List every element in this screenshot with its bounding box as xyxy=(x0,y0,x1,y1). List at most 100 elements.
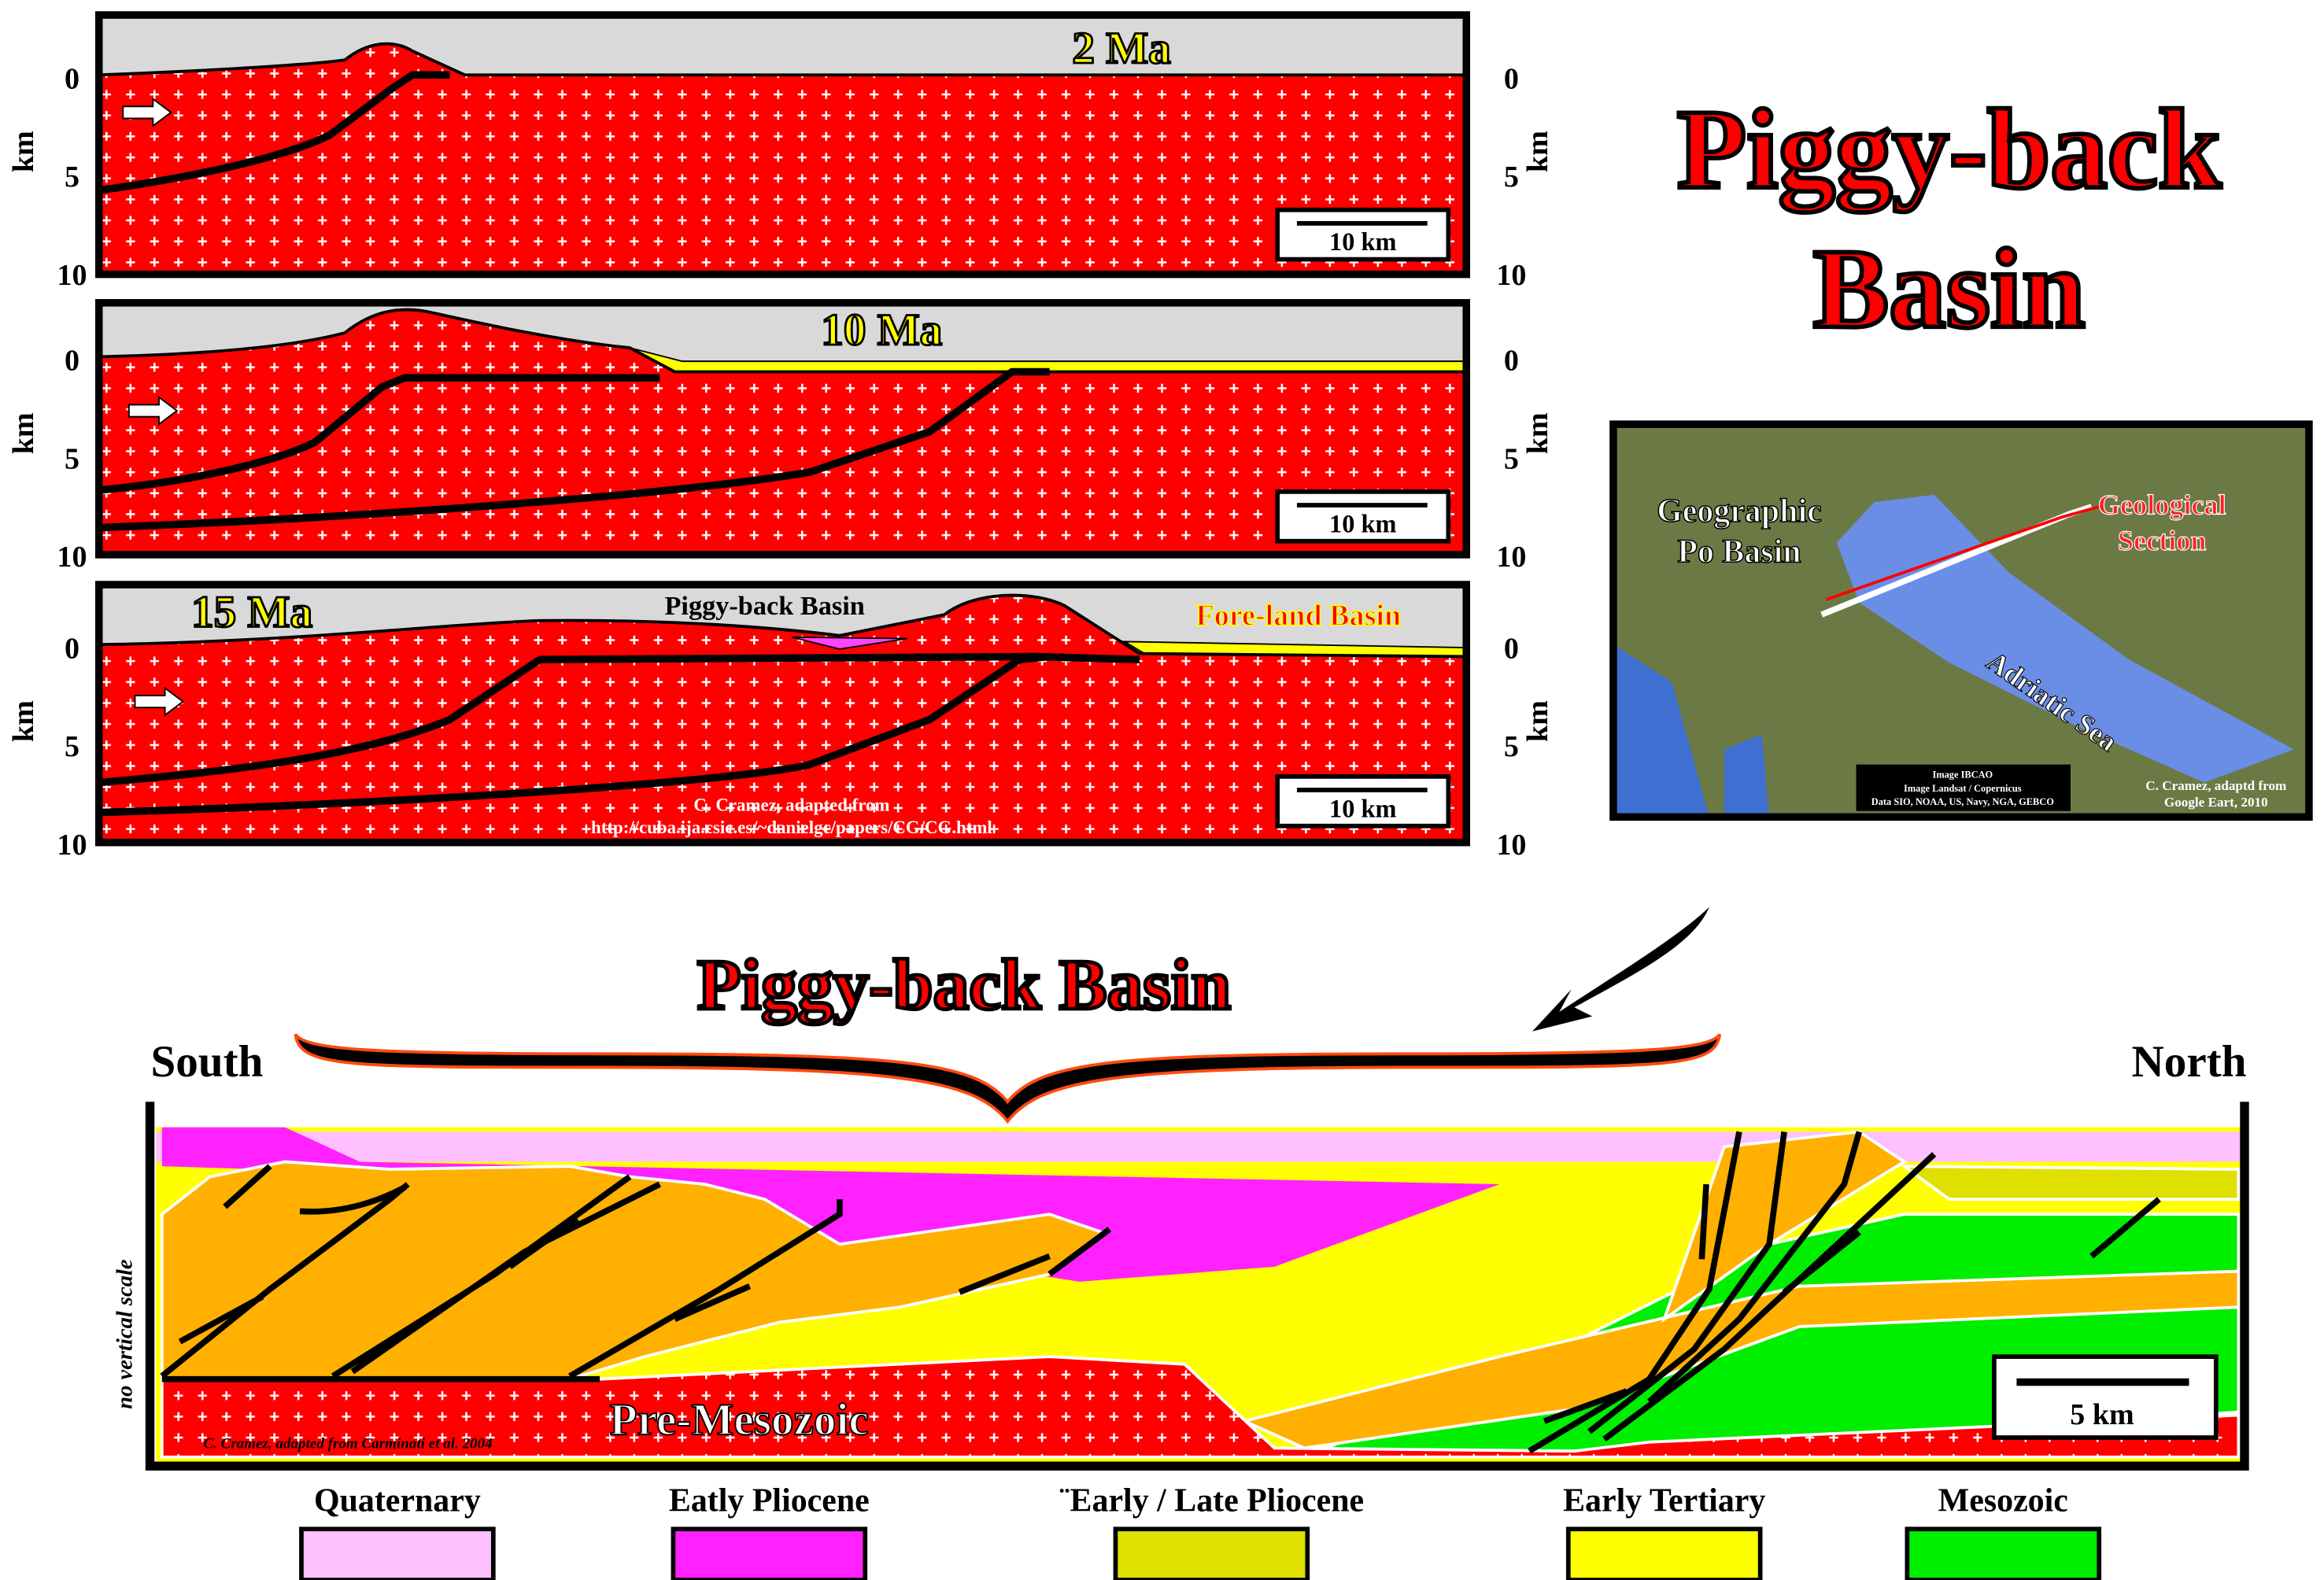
section-title: Piggy-back Basin xyxy=(697,945,1231,1024)
legend-swatch xyxy=(1113,1526,1310,1580)
scale-label: 10 km xyxy=(1329,228,1396,257)
piggyback-fill xyxy=(791,636,907,650)
legend: Quaternary Eatly Pliocene ¨Early / Late Pl… xyxy=(299,1482,2102,1580)
fault xyxy=(1047,1227,1112,1277)
scale-box xyxy=(1275,207,1451,262)
map-label: Po Basin xyxy=(1677,533,1801,570)
arrow xyxy=(122,97,172,127)
faults xyxy=(160,1131,2161,1454)
y-tick-label: 5 xyxy=(1504,161,1519,194)
fault xyxy=(2089,1197,2161,1259)
early-late-pliocene xyxy=(1899,1165,2241,1202)
panel-15ma: Piggy-back Basin Fore-land Basin C. Cram… xyxy=(95,581,1471,847)
legend-swatch xyxy=(299,1526,496,1580)
legend-swatch xyxy=(1905,1526,2102,1580)
axis-label: km xyxy=(7,412,40,454)
tyrrhenian-sea xyxy=(1613,644,1709,818)
axis-label: km xyxy=(7,131,40,172)
legend-swatch xyxy=(1565,1526,1763,1580)
direction-label: North xyxy=(2132,1037,2247,1087)
basin-label: Fore-land Basin xyxy=(1196,599,1402,632)
panel-labels: 0 0 5 5 10 10 km km 2 Ma 10 km 0 0 5 5 10 10 km km 10 Ma 10… xyxy=(7,23,1554,862)
basement xyxy=(97,42,1469,276)
brace xyxy=(294,1033,1722,1124)
map-label: Geographic xyxy=(1657,493,1822,530)
map: Geographic Po Basin Geological Section A… xyxy=(1609,420,2313,821)
title-line: Basin xyxy=(1813,226,2086,352)
map-frame xyxy=(1609,420,2313,821)
basement xyxy=(97,308,1469,556)
scale-box xyxy=(1991,1354,2219,1440)
pointer-arrow xyxy=(1532,906,1709,1032)
direction-label: South xyxy=(150,1037,263,1087)
panel-10ma xyxy=(95,299,1471,559)
y-tick-label: 10 xyxy=(57,541,87,574)
y-tick-label: 10 xyxy=(57,829,87,862)
map-label: Geological xyxy=(2098,489,2226,520)
thrust xyxy=(98,652,1140,787)
credit-box xyxy=(1856,764,2071,811)
basin-label: Piggy-back Basin xyxy=(664,591,864,621)
y-tick-label: 5 xyxy=(1504,442,1519,475)
axis-label: km xyxy=(1521,412,1554,454)
image-credit: Data SIO, NOAA, US, Navy, NGA, GEBCO xyxy=(1871,796,2054,807)
thrust xyxy=(98,367,1050,532)
fault xyxy=(331,1174,661,1379)
arrow xyxy=(127,395,179,426)
age-label: 2 Ma xyxy=(1072,24,1170,73)
scale-label: 10 km xyxy=(1329,510,1396,538)
thrust xyxy=(98,374,660,494)
image-credit: Image IBCAO xyxy=(1933,770,1993,781)
thrust xyxy=(98,652,1051,817)
legend-swatch xyxy=(671,1526,868,1580)
arrow xyxy=(134,686,185,717)
y-tick-label: 0 xyxy=(65,632,79,665)
y-tick-label: 0 xyxy=(1504,62,1519,95)
section-arrow xyxy=(1825,505,2100,601)
section-frame xyxy=(145,1102,2249,1471)
fault xyxy=(568,1199,843,1379)
slip-arrow xyxy=(178,1183,1861,1424)
section-credit: C. Cramez, adapted from Carminati et al.… xyxy=(203,1435,492,1452)
vertical-note: no vertical scale xyxy=(113,1259,138,1409)
y-tick-label: 10 xyxy=(57,259,87,292)
frame xyxy=(95,299,1471,559)
age-label: 15 Ma xyxy=(191,587,312,637)
map-label: Section xyxy=(2118,525,2207,556)
legend-label: Mesozoic xyxy=(1938,1482,2068,1519)
pre-mesozoic xyxy=(160,1355,2241,1459)
basement-label: Pre-Mesozoic xyxy=(610,1395,869,1445)
cross-section: Piggy-back Basin South North Pre-Mesozoi… xyxy=(113,943,2249,1471)
panel-2ma xyxy=(95,11,1471,279)
legend-label: Eatly Pliocene xyxy=(669,1482,870,1519)
early-pliocene xyxy=(161,1127,1500,1282)
main-title: Piggy-back Basin xyxy=(1675,84,2224,354)
thrust-sheet xyxy=(160,1160,1106,1381)
frame xyxy=(95,11,1471,279)
title-line: Piggy-back xyxy=(1677,87,2222,212)
map-credit: C. Cramez, adaptd from xyxy=(2145,778,2286,793)
map-credit: Google Eart, 2010 xyxy=(2164,795,2268,810)
sea xyxy=(1724,734,1770,818)
slip-arrows xyxy=(178,1183,1861,1424)
axis-label: km xyxy=(1521,700,1554,742)
fault xyxy=(223,1164,407,1215)
y-tick-label: 5 xyxy=(65,442,79,475)
y-tick-label: 10 xyxy=(1496,259,1526,292)
age-label: 10 Ma xyxy=(821,305,942,355)
scale-label: 10 km xyxy=(1329,795,1396,823)
y-tick-label: 10 xyxy=(1496,829,1526,862)
y-tick-label: 5 xyxy=(65,730,79,763)
y-tick-label: 0 xyxy=(1504,632,1519,665)
credit: http://cuba.ija.csic.es/~danielgc/papers… xyxy=(591,818,992,837)
legend-label: Early Tertiary xyxy=(1563,1482,1765,1519)
frame xyxy=(95,581,1471,847)
thrust xyxy=(98,71,450,194)
legend-label: Quaternary xyxy=(314,1482,481,1519)
y-tick-label: 10 xyxy=(1496,541,1526,574)
credit: C. Cramez, adapted from xyxy=(693,796,889,815)
fault xyxy=(1528,1131,1937,1454)
image-credit: Image Landsat / Copernicus xyxy=(1904,783,2022,794)
